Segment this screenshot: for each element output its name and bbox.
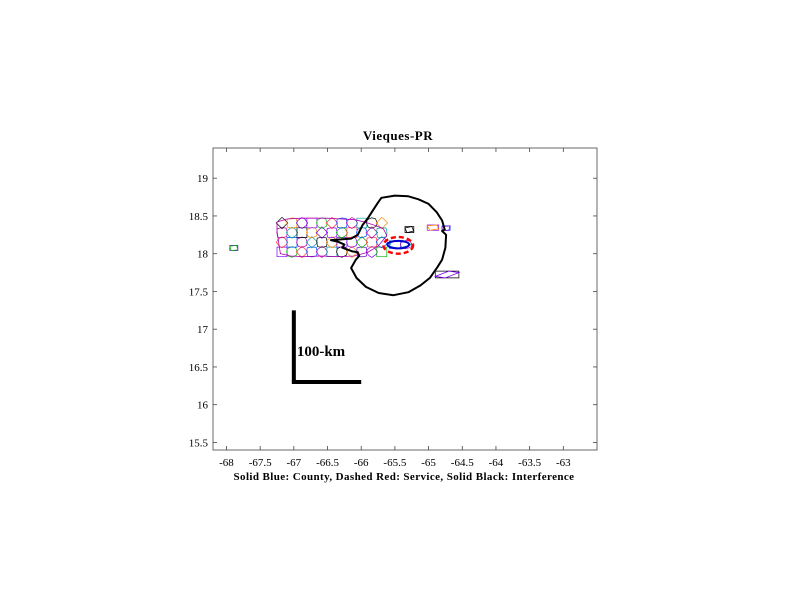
municipality-boundary (315, 226, 329, 239)
municipality-boundary (376, 227, 388, 239)
x-tick-label: -68 (219, 457, 234, 469)
plot-area (212, 147, 598, 451)
x-tick-label: -65 (421, 457, 436, 469)
municipality-boundary (366, 236, 378, 248)
interference-contour-layer (329, 194, 448, 297)
island-boundaries (229, 216, 461, 279)
island-st-john (441, 225, 451, 231)
x-tick-label: -66.5 (316, 457, 339, 469)
island-st-thomas (426, 224, 440, 231)
island-puerto-rico (275, 216, 389, 259)
x-tick-label: -63.5 (518, 457, 541, 469)
municipality-boundary (325, 216, 339, 230)
municipality-boundary (356, 246, 368, 258)
island-outline (433, 270, 461, 279)
municipality-boundary (285, 226, 299, 239)
x-tick-label: -64 (489, 457, 504, 469)
island-culebra (404, 226, 415, 234)
x-tick-label: -66 (354, 457, 369, 469)
island-outline (404, 226, 415, 234)
municipality-boundary (316, 236, 328, 248)
y-tick-label: 15.5 (189, 437, 209, 449)
municipality-boundary (326, 227, 338, 239)
municipality-boundary (306, 227, 318, 239)
municipality-boundary (325, 236, 338, 249)
county-outline (386, 239, 411, 250)
scale-bar: 100-km (291, 310, 362, 385)
municipality-boundary (426, 224, 440, 231)
municipality-boundary (345, 217, 358, 229)
y-axis-ticks: 15.5 16 16.5 17 17.5 18 18.5 19 (189, 173, 597, 449)
x-tick-label: -67 (287, 457, 302, 469)
service-contour (382, 235, 415, 255)
municipality-boundary (316, 217, 328, 229)
municipality-boundary (296, 236, 308, 248)
y-tick-label: 16 (197, 400, 209, 412)
municipality-boundary (346, 236, 358, 248)
municipality-boundary (295, 217, 309, 229)
y-tick-label: 19 (197, 173, 209, 185)
interference-contour (329, 194, 448, 297)
island-st-croix (433, 270, 461, 279)
x-tick-label: -64.5 (451, 457, 474, 469)
chart-title: Vieques-PR (363, 128, 433, 143)
municipality-boundary (305, 236, 319, 249)
municipality-boundary (366, 217, 378, 229)
municipality-boundary (336, 217, 348, 229)
municipality-boundary (365, 226, 379, 239)
y-tick-label: 16.5 (189, 362, 209, 374)
island-outline (229, 244, 239, 252)
x-axis-label: Solid Blue: County, Dashed Red: Service,… (234, 471, 575, 483)
municipality-boundary (356, 227, 368, 239)
island-outline (276, 217, 388, 258)
municipality-boundary (376, 246, 388, 258)
service-contour-layer (382, 235, 415, 255)
scale-bar-label: 100-km (297, 344, 346, 360)
y-tick-label: 17.5 (189, 286, 209, 298)
municipality-boundary (434, 270, 460, 279)
municipality-boundary (335, 226, 348, 239)
x-tick-label: -63 (556, 457, 571, 469)
x-tick-label: -67.5 (249, 457, 272, 469)
x-axis-ticks: -68 -67.5 -67 -66.5 -66 -65.5 -65 -64.5 -64 -63.5… (219, 148, 571, 469)
municipality-boundary (375, 216, 389, 230)
x-tick-label: -65.5 (383, 457, 406, 469)
island-mona (229, 244, 239, 252)
municipality-boundary (355, 236, 369, 249)
island-outline (441, 225, 451, 231)
county-outline-layer (386, 239, 411, 250)
island-outline (426, 224, 440, 231)
y-tick-label: 17 (197, 324, 209, 336)
y-tick-label: 18 (197, 249, 209, 261)
municipality-boundary (275, 236, 289, 249)
y-tick-label: 18.5 (189, 211, 209, 223)
